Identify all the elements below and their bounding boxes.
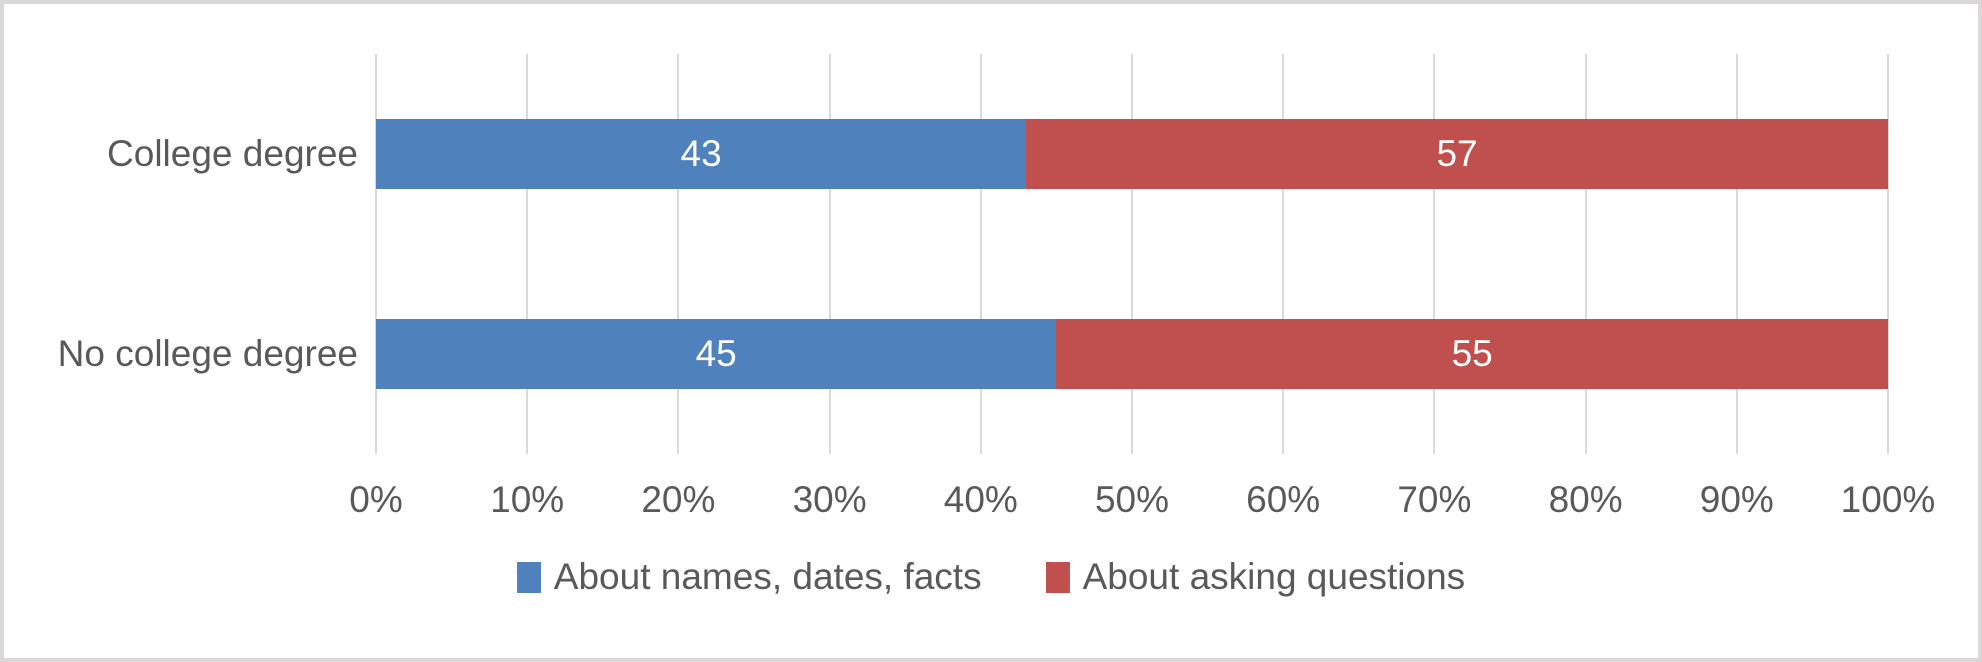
- data-label: 57: [1436, 133, 1478, 174]
- category-label: College degree: [107, 133, 358, 174]
- bar-segment: 45: [376, 319, 1057, 389]
- legend-swatch-icon: [516, 561, 541, 593]
- bar-row-0: 43 57: [376, 119, 1888, 189]
- bar-segment: 55: [1056, 319, 1888, 389]
- x-tick-label: 30%: [792, 479, 867, 520]
- bar-segment: 57: [1026, 119, 1888, 189]
- x-tick-label: 80%: [1548, 479, 1623, 520]
- gridline-10%: [526, 54, 529, 454]
- gridline-20%: [677, 54, 680, 454]
- bar-row-1: 45 55: [376, 319, 1888, 389]
- category-label: No college degree: [57, 333, 358, 374]
- legend: About names, dates, facts About asking qu…: [4, 556, 1978, 598]
- x-tick-label: 70%: [1397, 479, 1472, 520]
- x-tick-label: 60%: [1246, 479, 1321, 520]
- legend-item: About names, dates, facts: [516, 556, 982, 598]
- legend-label: About names, dates, facts: [553, 556, 982, 597]
- gridline-100%: [1887, 54, 1889, 454]
- gridline-40%: [979, 54, 982, 454]
- legend-item: About asking questions: [1045, 556, 1466, 598]
- gridline-60%: [1282, 54, 1285, 454]
- x-tick-label: 50%: [1094, 479, 1170, 520]
- legend-label: About asking questions: [1082, 556, 1466, 597]
- x-tick-label: 20%: [641, 479, 716, 520]
- x-tick-label: 40%: [943, 479, 1018, 520]
- bar-segment: 43: [376, 119, 1027, 189]
- gridline-90%: [1735, 54, 1738, 454]
- x-tick-label: 100%: [1840, 479, 1936, 520]
- data-label: 43: [680, 133, 722, 174]
- gridline-70%: [1433, 54, 1436, 454]
- gridline-50%: [1131, 54, 1133, 454]
- x-tick-label: 90%: [1699, 479, 1774, 520]
- gridline-80%: [1584, 54, 1587, 454]
- data-label: 45: [695, 333, 737, 374]
- legend-swatch-icon: [1045, 561, 1070, 593]
- gridline-0%: [375, 54, 377, 454]
- x-tick-label: 10%: [490, 479, 565, 520]
- x-tick-label: 0%: [349, 479, 403, 520]
- data-label: 55: [1451, 333, 1493, 374]
- gridline-30%: [828, 54, 831, 454]
